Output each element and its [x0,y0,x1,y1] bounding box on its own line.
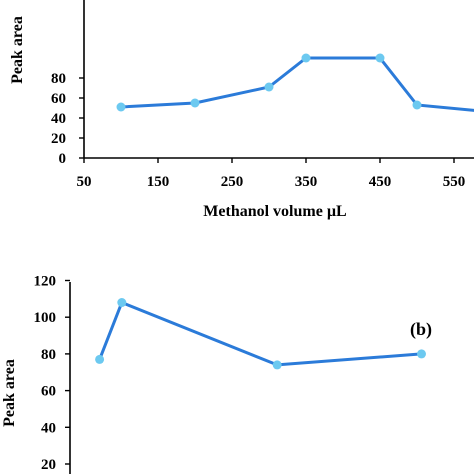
y-axis-title-b: Peak area [1,359,18,427]
y-tick-label-b: 40 [41,420,56,436]
y-tick-label-b: 100 [34,310,57,326]
x-tick-label-a: 450 [369,174,392,190]
y-tick-label-a: 60 [51,91,66,107]
y-axis-title-a: Peak area [9,16,26,84]
y-tick-label-a: 20 [51,131,66,147]
data-point-a [375,53,385,63]
x-axis-title-a: Methanol volume µL [203,203,346,220]
data-point-a [190,98,200,108]
y-tick-label-a: 0 [59,151,67,167]
panel-label-b: (b) [410,319,432,340]
x-tick-label-a: 550 [443,174,466,190]
y-tick-label-b: 120 [34,274,57,290]
y-tick-label-b: 60 [41,384,56,400]
chart-panel-a: 0 20 40 60 80 50 150 250 350 450 550 Peak area Me… [9,0,474,220]
chart-panel-b: 20 40 60 80 100 120 (b) Peak area [1,274,432,474]
x-tick-label-a: 250 [221,174,244,190]
x-tick-label-a: 350 [295,174,318,190]
data-point-b [95,354,105,364]
data-point-b [272,360,282,370]
y-tick-label-b: 20 [41,457,56,473]
data-point-a [264,82,274,92]
y-tick-label-a: 80 [51,71,66,87]
y-tick-label-b: 80 [41,347,56,363]
series-line-b [98,300,422,367]
data-point-a [412,100,422,110]
y-tick-label-a: 40 [51,111,66,127]
x-tick-label-a: 50 [77,174,92,190]
data-point-a [116,102,126,112]
data-point-a [301,53,311,63]
x-tick-label-a: 150 [147,174,170,190]
data-point-b [117,298,127,308]
data-point-b [417,349,426,359]
